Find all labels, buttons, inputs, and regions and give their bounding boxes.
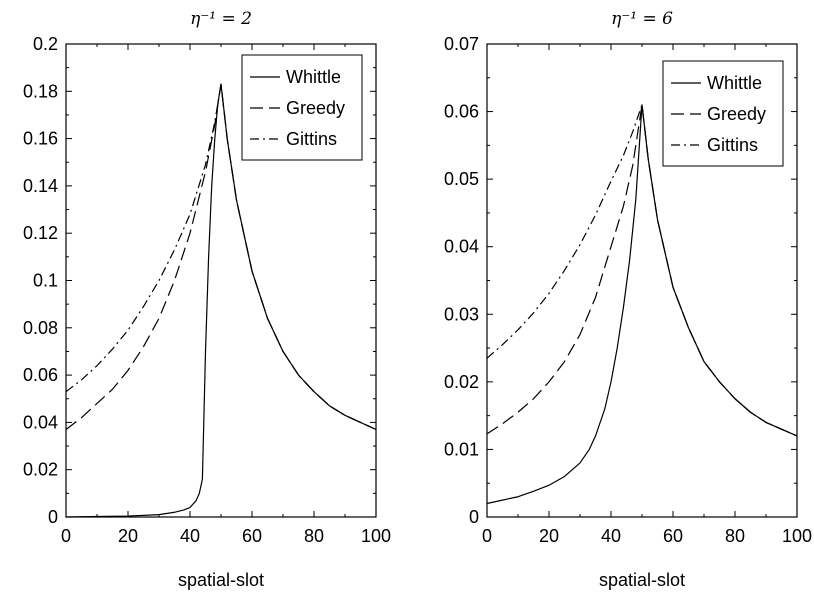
chart-1-y-tick-label: 0.04	[23, 412, 58, 432]
chart-1-y-tick-label: 0.12	[23, 223, 58, 243]
chart-1-x-tick-label: 20	[118, 526, 138, 546]
chart-1-y-tick-label: 0.06	[23, 365, 58, 385]
chart-1-y-tick-label: 0.14	[23, 176, 58, 196]
chart-2-y-tick-label: 0.07	[444, 34, 479, 54]
chart-1-y-tick-label: 0.18	[23, 81, 58, 101]
chart-1-y-tick-label: 0.08	[23, 318, 58, 338]
chart-1-x-tick-label: 60	[242, 526, 262, 546]
chart-2-x-tick-label: 60	[663, 526, 683, 546]
chart-2-y-tick-label: 0.05	[444, 169, 479, 189]
chart-2-y-tick-label: 0	[469, 507, 479, 527]
chart-2-y-tick-label: 0.02	[444, 372, 479, 392]
chart-2-x-tick-label: 40	[601, 526, 621, 546]
chart-2-x-axis-title: spatial-slot	[599, 570, 685, 590]
chart-1-x-tick-label: 0	[61, 526, 71, 546]
chart-1-title: η⁻¹ = 2	[190, 9, 252, 29]
chart-2-y-tick-label: 0.06	[444, 102, 479, 122]
chart-2-legend-label-gittins: Gittins	[707, 135, 758, 155]
chart-1-series-gittins-line	[65, 83, 377, 431]
chart-2-x-tick-label: 80	[725, 526, 745, 546]
chart-1-y-tick-label: 0.02	[23, 460, 58, 480]
chart-1-y-tick-label: 0.2	[33, 34, 58, 54]
chart-1-y-tick-label: 0.1	[33, 271, 58, 291]
chart-2-legend-label-greedy: Greedy	[707, 104, 766, 124]
chart-1-x-tick-label: 80	[304, 526, 324, 546]
chart-2-y-tick-label: 0.03	[444, 304, 479, 324]
chart-2-y-tick-label: 0.01	[444, 439, 479, 459]
chart-2-series-gittins-line	[486, 104, 798, 437]
chart-2-x-tick-label: 20	[539, 526, 559, 546]
chart-2-series-whittle-line	[486, 104, 798, 505]
chart-2-x-tick-label: 0	[482, 526, 492, 546]
chart-1-x-axis-title: spatial-slot	[178, 570, 264, 590]
chart-2-y-tick-label: 0.04	[444, 237, 479, 257]
chart-1-legend-label-whittle: Whittle	[286, 67, 341, 87]
chart-1-y-tick-label: 0	[48, 507, 58, 527]
chart-1-x-tick-label: 40	[180, 526, 200, 546]
chart-2-x-tick-label: 100	[782, 526, 812, 546]
chart-2-title: η⁻¹ = 6	[611, 9, 673, 29]
chart-1-x-tick-label: 100	[361, 526, 391, 546]
chart-1-legend-label-gittins: Gittins	[286, 129, 337, 149]
chart-1-legend-label-greedy: Greedy	[286, 98, 345, 118]
chart-2-legend-label-whittle: Whittle	[707, 73, 762, 93]
chart-1-y-tick-label: 0.16	[23, 129, 58, 149]
